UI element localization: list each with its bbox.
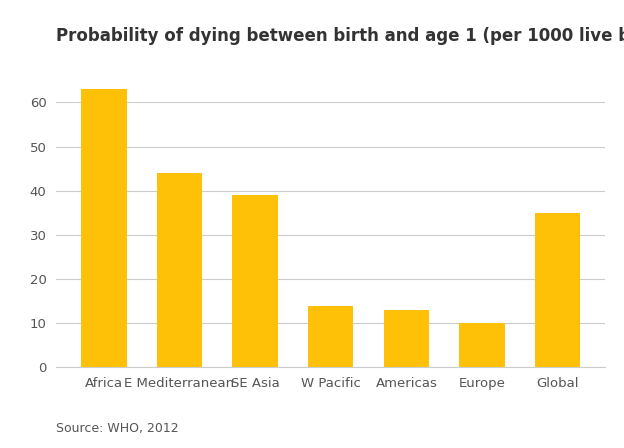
- Text: Probability of dying between birth and age 1 (per 1000 live births): Probability of dying between birth and a…: [56, 27, 624, 45]
- Bar: [384, 310, 429, 367]
- Bar: [157, 173, 202, 367]
- Bar: [232, 195, 278, 367]
- Bar: [459, 323, 505, 367]
- Bar: [308, 306, 353, 367]
- Bar: [81, 89, 127, 367]
- Text: Source: WHO, 2012: Source: WHO, 2012: [56, 422, 179, 435]
- Bar: [535, 213, 580, 367]
